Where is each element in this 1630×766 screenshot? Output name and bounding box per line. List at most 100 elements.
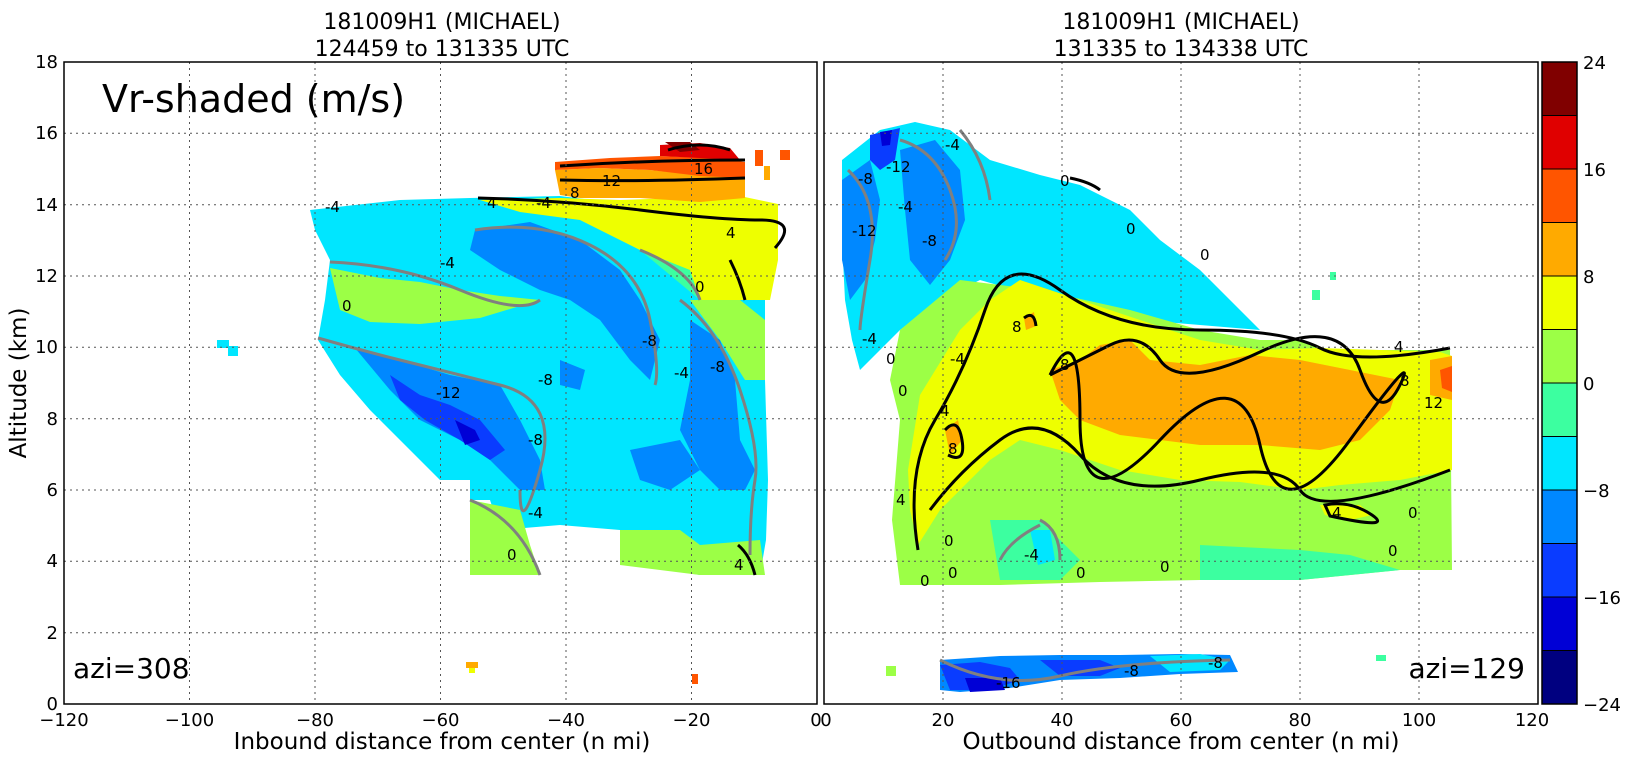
left-x-tick-label: −120 bbox=[39, 710, 88, 731]
right-x-tick-label: 100 bbox=[1402, 710, 1436, 731]
right-x-ticks: 0 20 40 60 80 100 120 bbox=[820, 710, 1549, 731]
right-contour-label: -4 bbox=[862, 330, 877, 348]
colorbar-tick-label: 16 bbox=[1583, 160, 1606, 181]
left-shaded-field bbox=[217, 142, 790, 684]
left-gray-contours bbox=[317, 225, 758, 576]
right-contour-label: 0 bbox=[1160, 558, 1170, 576]
left-title-line1: 181009H1 (MICHAEL) bbox=[323, 10, 560, 35]
colorbar-tick-label: −16 bbox=[1583, 588, 1621, 609]
left-x-tick-label: −80 bbox=[296, 710, 334, 731]
right-contour-label: 0 bbox=[1126, 220, 1136, 238]
y-tick-label: 18 bbox=[35, 52, 58, 73]
y-tick-label: 14 bbox=[35, 195, 58, 216]
left-contour-label: -4 bbox=[528, 504, 543, 522]
colorbar-band bbox=[1541, 61, 1578, 116]
left-black-contours bbox=[477, 143, 787, 576]
right-contour-label: -4 bbox=[898, 198, 913, 216]
right-x-tick-label: 60 bbox=[1170, 710, 1193, 731]
left-contour-label: -8 bbox=[642, 332, 657, 350]
left-x-tick-label: −20 bbox=[673, 710, 711, 731]
y-tick-label: 12 bbox=[35, 266, 58, 287]
y-tick-label: 0 bbox=[47, 694, 58, 715]
right-x-tick-label: 20 bbox=[932, 710, 955, 731]
y-axis-label: Altitude (km) bbox=[6, 308, 32, 459]
right-contour-label: 0 bbox=[886, 350, 896, 368]
colorbar-band bbox=[1541, 168, 1578, 223]
y-tick-label: 16 bbox=[35, 123, 58, 144]
right-contour-label: -4 bbox=[950, 350, 965, 368]
colorbar-band bbox=[1541, 115, 1578, 170]
right-contour-label: -12 bbox=[852, 222, 877, 240]
right-contour-label: 0 bbox=[1060, 172, 1070, 190]
right-contour-label: 0 bbox=[898, 382, 908, 400]
right-black-contours bbox=[912, 176, 1451, 551]
left-grid bbox=[64, 62, 817, 704]
left-field-yellow bbox=[480, 196, 778, 300]
right-title-line1: 181009H1 (MICHAEL) bbox=[1062, 10, 1299, 35]
left-contour-label: 0 bbox=[507, 546, 517, 564]
left-contour-label: 16 bbox=[694, 160, 713, 178]
left-title-line2: 124459 to 131335 UTC bbox=[315, 37, 570, 62]
right-contour-label: 12 bbox=[1424, 394, 1443, 412]
left-contour-label: 0 bbox=[695, 278, 705, 296]
left-x-axis-label: Inbound distance from center (n mi) bbox=[234, 729, 651, 755]
right-shaded-field bbox=[842, 122, 1452, 692]
left-contour-label: 0 bbox=[342, 297, 352, 315]
colorbar-tick-label: 8 bbox=[1583, 267, 1594, 288]
right-contour-label: 8 bbox=[1400, 372, 1410, 390]
left-contour-label: -4 bbox=[440, 254, 455, 272]
left-x-tick-label: −60 bbox=[422, 710, 460, 731]
colorbar-band bbox=[1541, 382, 1578, 437]
right-azimuth-label: azi=129 bbox=[1408, 652, 1525, 685]
right-axes-frame bbox=[823, 61, 1539, 705]
colorbar-band bbox=[1541, 543, 1578, 598]
right-contour-label: 0 bbox=[920, 572, 930, 590]
right-x-tick-label: 40 bbox=[1051, 710, 1074, 731]
right-contour-label: -8 bbox=[1208, 654, 1223, 672]
left-contour-label: -4 bbox=[325, 198, 340, 216]
left-axes-frame bbox=[63, 61, 818, 705]
right-contour-label: 0 bbox=[1388, 542, 1398, 560]
right-x-tick-label: 120 bbox=[1515, 710, 1549, 731]
right-contour-label: -8 bbox=[922, 232, 937, 250]
left-field-orange bbox=[555, 168, 745, 202]
left-contour-label: 4 bbox=[734, 556, 744, 574]
y-tick-label: 10 bbox=[35, 337, 58, 358]
right-contour-label: 8 bbox=[948, 440, 958, 458]
right-contour-label: 0 bbox=[944, 532, 954, 550]
right-contour-labels: -12 -8 -12 -4 -4 -8 0 0 0 -4 0 0 -4 4 8 … bbox=[852, 136, 1443, 692]
left-x-tick-label: −40 bbox=[547, 710, 585, 731]
right-x-tick-label: 0 bbox=[820, 710, 831, 731]
colorbar-tick-labels: 24 16 8 0 −8 −16 −24 bbox=[1583, 53, 1621, 716]
right-contour-label: 8 bbox=[1060, 356, 1070, 374]
right-grid bbox=[824, 62, 1538, 704]
colorbar-band bbox=[1541, 650, 1578, 705]
left-x-ticks: −120 −100 −80 −60 −40 −20 0 bbox=[39, 710, 821, 731]
colorbar bbox=[1541, 61, 1578, 705]
left-panel: -4 -4 -4 0 -12 -8 -8 -8 -8 -4 0 0 -4 4 4… bbox=[63, 61, 818, 705]
y-tick-label: 8 bbox=[47, 409, 58, 430]
right-contour-label: 0 bbox=[948, 564, 958, 582]
right-field-orange bbox=[1050, 340, 1400, 450]
right-contour-label: 4 bbox=[896, 491, 906, 509]
right-gray-contours bbox=[846, 129, 1231, 682]
left-contour-label: -8 bbox=[710, 358, 725, 376]
colorbar-band bbox=[1541, 436, 1578, 491]
right-contour-label: -12 bbox=[886, 158, 911, 176]
left-x-tick-label: 0 bbox=[810, 710, 821, 731]
left-field-blue bbox=[470, 222, 660, 380]
right-contour-label: 4 bbox=[1394, 338, 1404, 356]
colorbar-band bbox=[1541, 275, 1578, 330]
left-field-green bbox=[330, 268, 540, 324]
left-x-tick-label: −100 bbox=[165, 710, 214, 731]
left-azimuth-label: azi=308 bbox=[73, 652, 190, 685]
y-tick-label: 4 bbox=[47, 551, 58, 572]
left-contour-label: -8 bbox=[528, 431, 543, 449]
right-contour-label: -8 bbox=[858, 170, 873, 188]
colorbar-band bbox=[1541, 596, 1578, 651]
left-contour-label: 8 bbox=[570, 184, 580, 202]
colorbar-tick-label: 24 bbox=[1583, 53, 1606, 74]
right-x-tick-label: 80 bbox=[1289, 710, 1312, 731]
right-contour-label: 0 bbox=[1408, 504, 1418, 522]
